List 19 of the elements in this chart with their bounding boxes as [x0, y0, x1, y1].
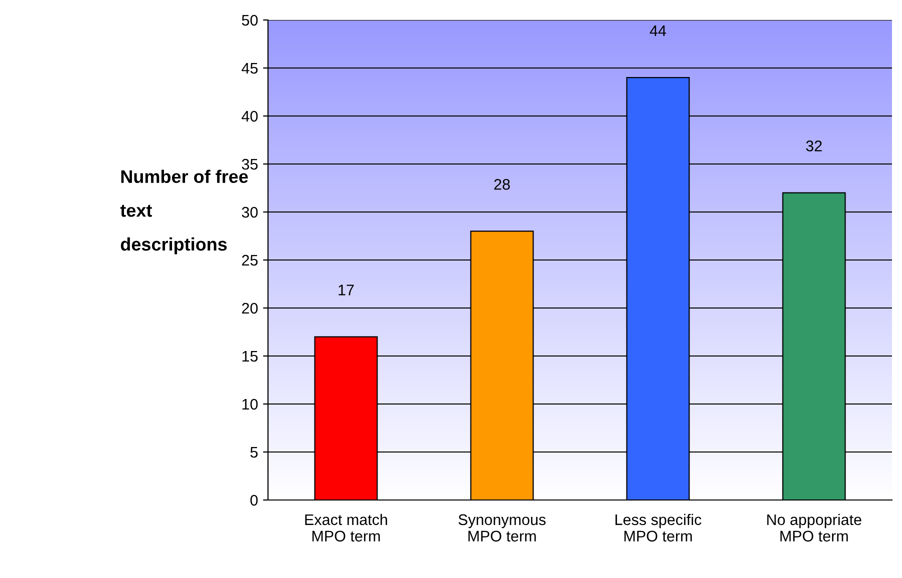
x-tick-label: No appopriate MPO term	[767, 514, 862, 542]
y-tick-label: 15	[242, 351, 258, 362]
y-tick-label: 35	[242, 158, 258, 170]
y-tick-label: 20	[242, 302, 258, 314]
x-tick-label: Synonymous MPO term	[458, 514, 546, 542]
x-tick-label: Exact match MPO term	[305, 514, 388, 542]
y-tick-label: 0	[250, 494, 258, 506]
x-tick-label: Less specific MPO term	[616, 514, 702, 542]
data-label: 17	[338, 284, 354, 296]
y-tick-label: 30	[242, 206, 258, 218]
data-label: 32	[806, 140, 822, 152]
y-tick-label: 45	[242, 63, 258, 74]
y-tick-label: 10	[242, 398, 258, 410]
y-tick-label: 5	[250, 447, 258, 458]
y-tick-label: 25	[242, 254, 258, 266]
y-tick-label: 50	[242, 14, 258, 26]
data-label: 44	[650, 26, 666, 36]
data-label: 28	[494, 178, 510, 190]
y-tick-label: 40	[242, 110, 258, 122]
